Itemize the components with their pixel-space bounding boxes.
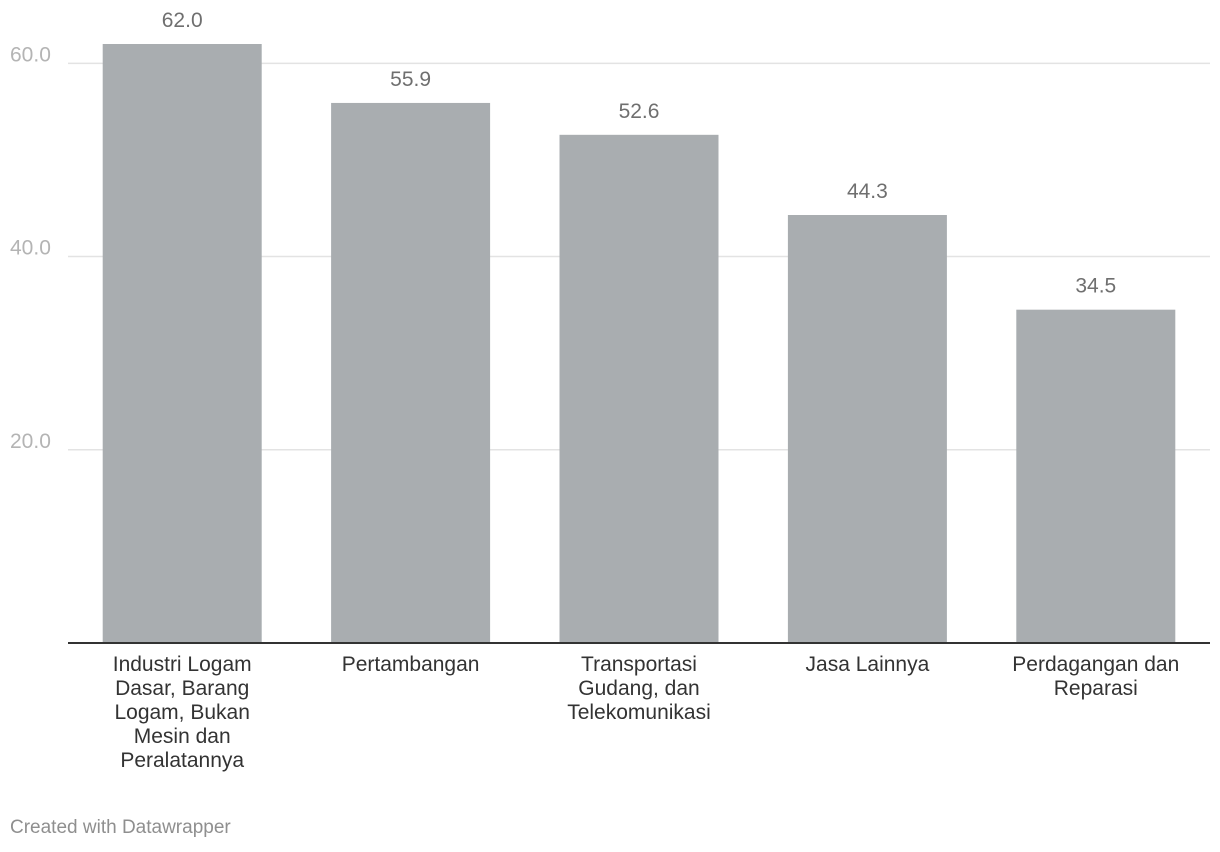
x-axis-label-line: Transportasi [581,653,697,676]
x-axis-label-line: Mesin dan [134,725,231,748]
x-axis-label-line: Perdagangan dan [1012,653,1179,676]
value-label: 55.9 [390,68,431,91]
value-label: 62.0 [162,9,203,32]
bar [1016,309,1176,643]
x-axis-label-line: Pertambangan [342,653,480,676]
x-axis-label: Industri Logam Dasar, Barang Logam, Bukan M… [113,653,252,772]
x-axis-label: Transportasi Gudang, dan Telekomunikasi [567,653,711,724]
y-tick-label: 60.0 [10,43,51,66]
x-axis-label-line: Dasar, Barang [115,677,249,700]
labels: 20.0 40.0 60.0 62.0 Industri Logam Dasar, Bar… [10,9,1210,772]
x-axis-label-line: Logam, Bukan [114,701,249,724]
value-label: 34.5 [1075,275,1116,298]
y-tick-label: 20.0 [10,430,51,453]
datawrapper-credit: Created with Datawrapper [10,817,231,838]
bar [559,134,719,643]
x-axis-label: Jasa Lainnya [806,653,930,676]
bar [331,102,491,644]
x-axis-label-line: Gudang, dan [578,677,699,700]
value-label: 52.6 [619,100,660,123]
x-axis-label-line: Industri Logam [113,653,252,676]
x-axis-label-line: Telekomunikasi [567,701,711,724]
x-axis-label-line: Jasa Lainnya [806,653,930,676]
bar [102,44,262,643]
x-axis-label: Perdagangan dan Reparasi [1012,653,1179,700]
value-label: 44.3 [847,180,888,203]
x-axis-label-line: Reparasi [1054,677,1138,700]
bar [787,215,947,644]
bars [102,44,1176,644]
y-tick-label: 40.0 [10,237,51,260]
x-axis-label: Pertambangan [342,653,480,676]
x-axis-label-line: Peralatannya [120,749,244,772]
